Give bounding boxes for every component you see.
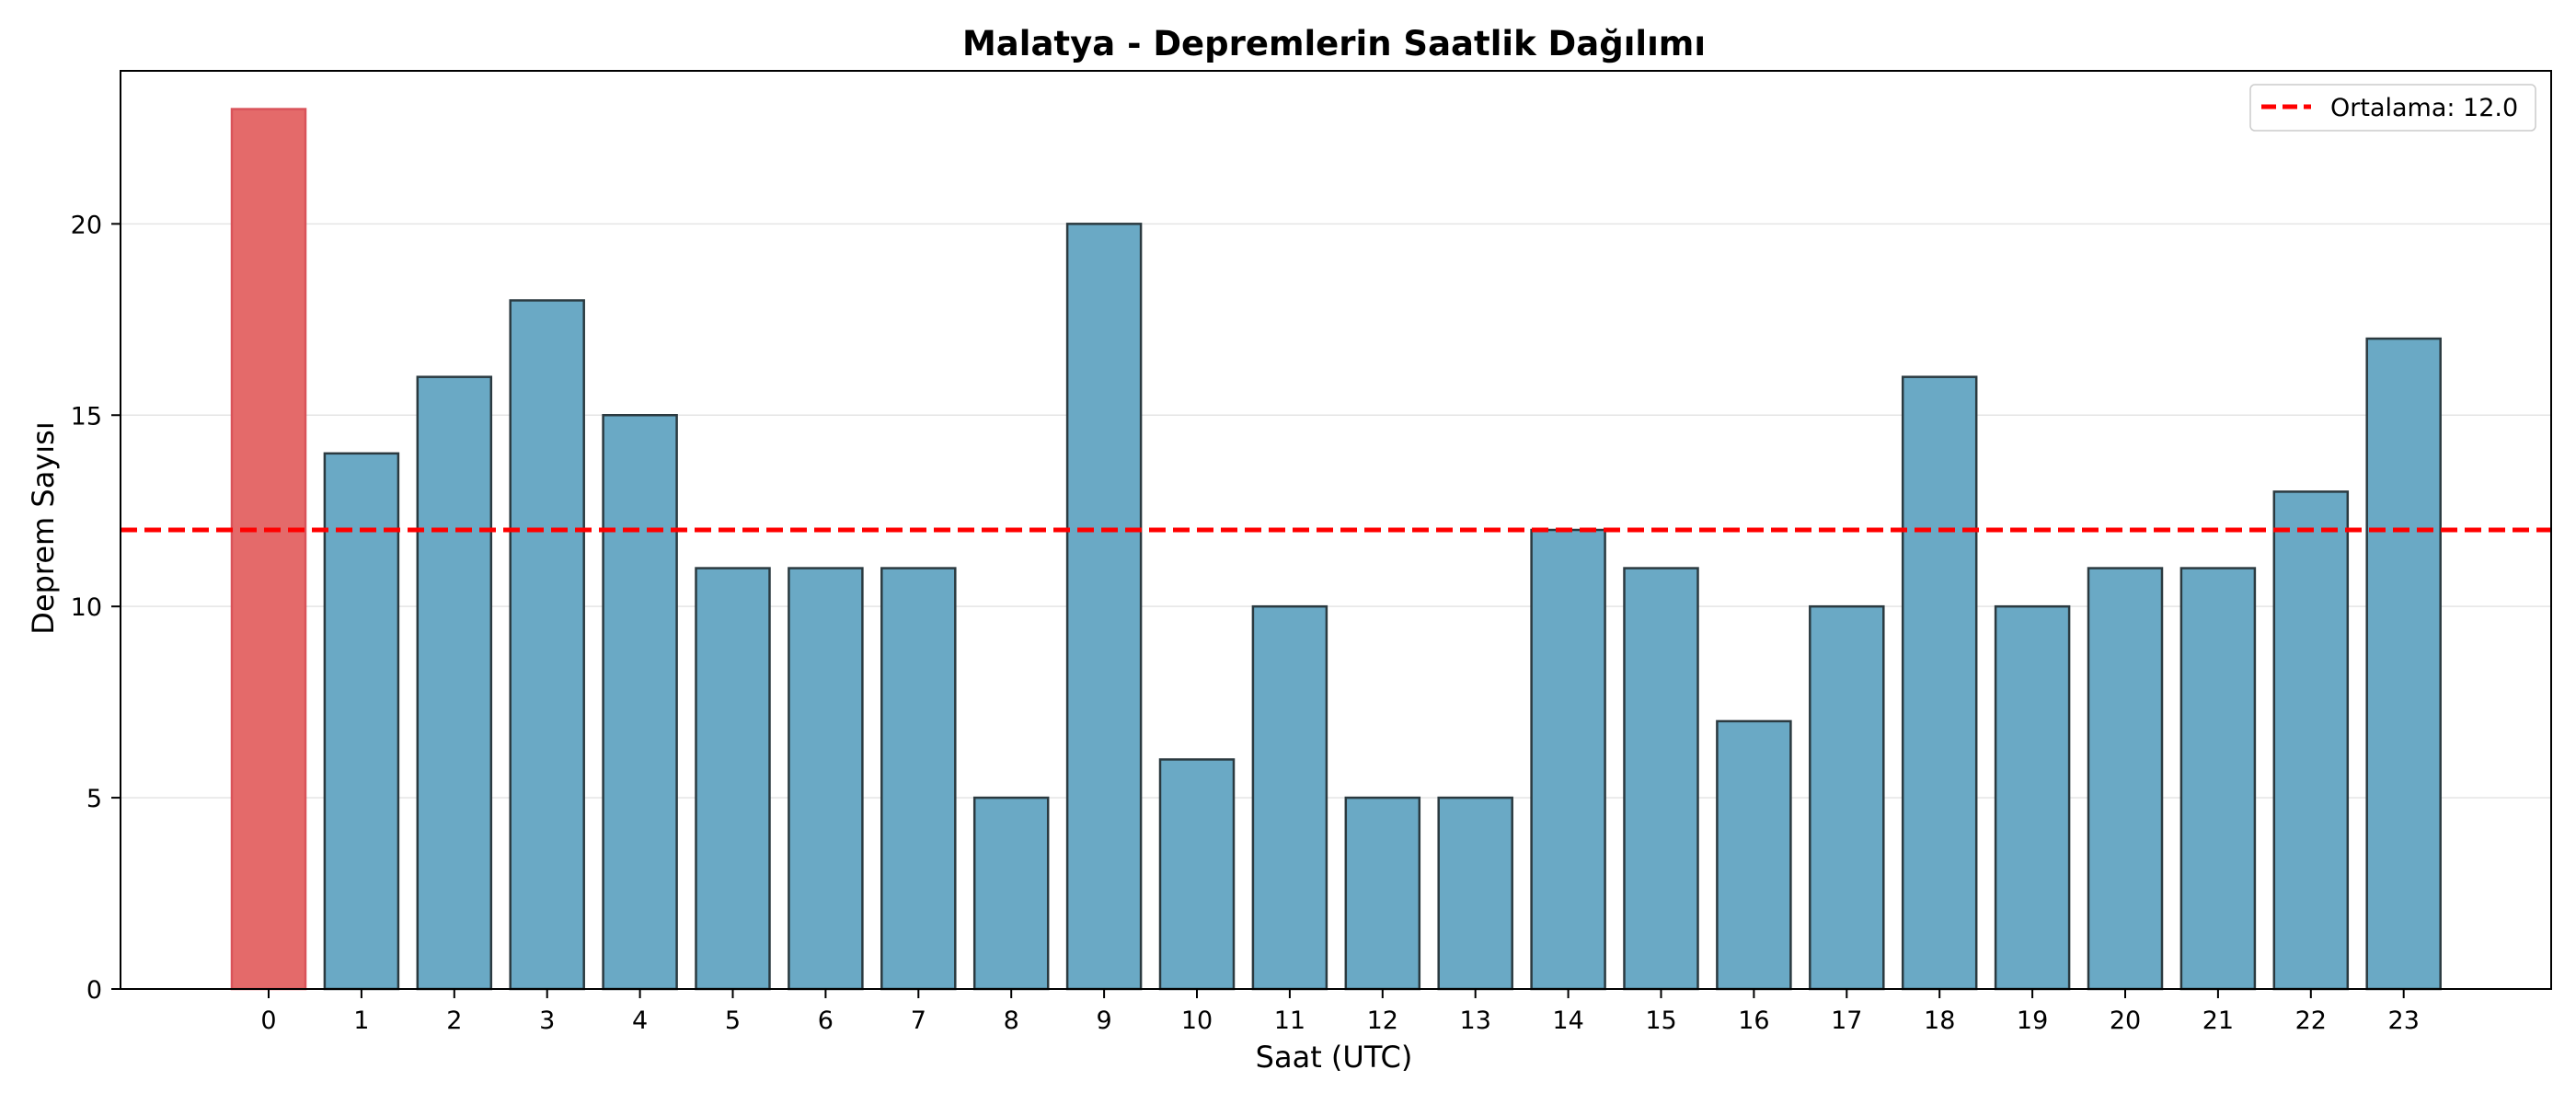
bar-5 (695, 567, 771, 991)
legend: Ortalama: 12.0 (2249, 84, 2536, 132)
y-tick-label-15: 15 (71, 402, 102, 431)
bar-21 (2179, 567, 2257, 991)
x-tick-label-3: 3 (539, 1006, 555, 1035)
x-tick-label-12: 12 (1367, 1006, 1398, 1035)
bar-0 (230, 108, 307, 991)
bar-11 (1251, 604, 1328, 991)
bar-18 (1901, 375, 1978, 991)
x-axis-label: Saat (UTC) (1256, 1040, 1413, 1075)
chart-title: Malatya - Depremlerin Saatlik Dağılımı (962, 24, 1706, 63)
x-tick-label-21: 21 (2202, 1006, 2234, 1035)
x-tick-label-15: 15 (1645, 1006, 1676, 1035)
x-axis: 0 1 2 3 4 5 6 7 8 9 10 11 12 13 14 15 16 17 18 19 20 21 22 23 (260, 989, 2420, 1035)
y-tick-label-0: 0 (86, 976, 102, 1005)
x-tick-label-11: 11 (1274, 1006, 1305, 1035)
x-tick-label-14: 14 (1552, 1006, 1583, 1035)
y-axis: 0 5 10 15 20 (71, 211, 121, 1005)
x-tick-label-22: 22 (2295, 1006, 2327, 1035)
x-tick-label-8: 8 (1004, 1006, 1019, 1035)
bar-15 (1623, 567, 1699, 991)
plot-frame (120, 70, 2552, 990)
bar-7 (880, 567, 957, 991)
bar-19 (1994, 604, 2071, 991)
bar-16 (1716, 719, 1792, 991)
bar-20 (2087, 567, 2164, 991)
y-axis-label: Deprem Sayısı (26, 421, 61, 634)
bar-8 (972, 796, 1050, 991)
x-tick-label-19: 19 (2017, 1006, 2048, 1035)
x-tick-label-18: 18 (1924, 1006, 1955, 1035)
x-tick-label-9: 9 (1097, 1006, 1112, 1035)
bar-10 (1158, 758, 1236, 991)
x-tick-label-4: 4 (632, 1006, 648, 1035)
bar-23 (2365, 337, 2442, 991)
x-tick-label-1: 1 (353, 1006, 369, 1035)
x-tick-label-7: 7 (911, 1006, 926, 1035)
x-tick-label-23: 23 (2388, 1006, 2420, 1035)
x-tick-label-17: 17 (1831, 1006, 1862, 1035)
bar-17 (1809, 604, 1885, 991)
x-tick-label-16: 16 (1738, 1006, 1769, 1035)
bar-14 (1530, 528, 1606, 991)
x-tick-label-6: 6 (818, 1006, 834, 1035)
bar-2 (416, 375, 493, 991)
bar-12 (1344, 796, 1421, 991)
x-tick-label-10: 10 (1181, 1006, 1213, 1035)
bar-3 (509, 299, 585, 991)
x-tick-label-5: 5 (725, 1006, 741, 1035)
x-tick-label-13: 13 (1460, 1006, 1491, 1035)
x-tick-label-2: 2 (446, 1006, 462, 1035)
bar-22 (2272, 490, 2350, 991)
bars (230, 108, 2442, 991)
x-tick-label-0: 0 (260, 1006, 276, 1035)
y-tick-label-20: 20 (71, 211, 102, 239)
legend-mean-label: Ortalama: 12.0 (2330, 94, 2518, 122)
bar-13 (1437, 796, 1513, 991)
bar-1 (323, 452, 400, 991)
legend-box (2249, 84, 2536, 132)
bar-9 (1065, 223, 1143, 991)
y-tick-label-5: 5 (86, 785, 102, 813)
bar-4 (602, 414, 678, 991)
bar-6 (788, 567, 864, 991)
x-tick-label-20: 20 (2110, 1006, 2141, 1035)
y-tick-label-10: 10 (71, 593, 102, 622)
